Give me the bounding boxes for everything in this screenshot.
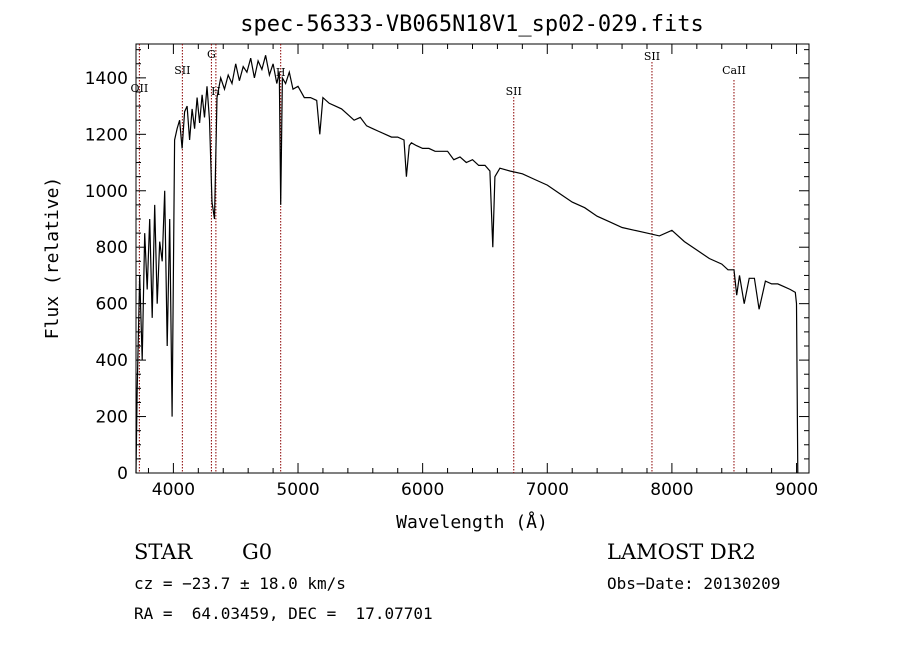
spectral-line-label: SII [506,85,522,98]
x-tick-label: 8000 [650,480,693,500]
y-tick-label: 1400 [85,69,128,89]
x-tick-label: 7000 [526,480,569,500]
spectrum-series-line [135,55,799,474]
y-tick-label: 0 [117,464,128,484]
spectral-line-label: H [276,66,286,79]
chart-title: spec-56333-VB065N18V1_sp02-029.fits [240,12,704,37]
redshift-value: cz = −23.7 ± 18.0 km/s [134,574,346,593]
spectral-line-label: SII [174,64,190,77]
spectral-line-label: H [211,85,221,98]
x-tick-label: 6000 [401,480,444,500]
y-tick-label: 200 [96,408,128,428]
axis-ticks: 4000 5000 6000 7000 8000 9000 0 200 400 600 800 100… [85,44,818,500]
x-axis-label: Wavelength (Å) [396,511,548,533]
x-tick-label: 4000 [152,480,195,500]
object-class: STAR [134,540,193,564]
y-axis-label: Flux (relative) [42,177,63,340]
plot-frame [135,43,810,474]
spectral-line-label: CaII [722,64,746,77]
y-tick-label: 1000 [85,182,128,202]
spectral-line-markers: OII SII G H H SII SII CaII [131,44,746,473]
spectral-line-label: SII [644,50,660,63]
observation-date: Obs−Date: 20130209 [607,574,781,593]
coordinates: RA = 64.03459, DEC = 17.07701 [134,604,433,623]
y-tick-label: 1200 [85,125,128,145]
x-tick-label: 5000 [276,480,319,500]
y-tick-label: 800 [96,238,128,258]
spectral-line-label: G [207,48,216,61]
object-subclass: G0 [242,540,273,564]
x-tick-label: 9000 [775,480,818,500]
y-tick-label: 600 [96,295,128,315]
spectral-line-label: OII [131,82,149,95]
y-tick-label: 400 [96,351,128,371]
survey-name: LAMOST DR2 [607,540,756,564]
